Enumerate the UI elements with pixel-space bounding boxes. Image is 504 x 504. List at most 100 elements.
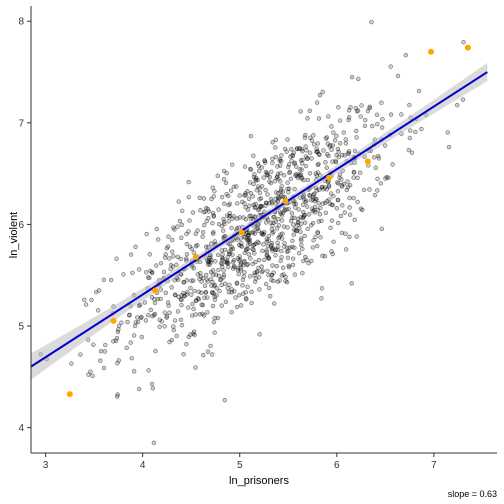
scatter-point (243, 217, 249, 222)
scatter-point (273, 219, 278, 224)
scatter-point (226, 264, 231, 270)
scatter-point (317, 152, 322, 157)
scatter-point (201, 196, 207, 201)
scatter-point (268, 220, 273, 225)
scatter-point (193, 244, 199, 249)
scatter-point (179, 235, 184, 241)
scatter-point (256, 240, 261, 246)
scatter-point (445, 130, 450, 135)
scatter-point (225, 255, 230, 260)
scatter-point (352, 148, 358, 154)
scatter-point (347, 234, 352, 240)
scatter-point (263, 187, 268, 193)
x-tick-label: 5 (237, 460, 243, 471)
scatter-point (195, 272, 201, 277)
scatter-point (210, 303, 216, 309)
scatter-point (375, 188, 380, 193)
scatter-point (111, 339, 116, 344)
scatter-point (310, 245, 316, 250)
scatter-point (230, 252, 235, 257)
scatter-point (249, 289, 254, 295)
scatter-point (265, 268, 270, 274)
scatter-point (406, 147, 412, 153)
scatter-point (161, 269, 167, 275)
scatter-point (240, 291, 246, 296)
scatter-point (375, 176, 380, 182)
scatter-point (217, 288, 222, 294)
scatter-point (280, 189, 286, 194)
scatter-point (248, 256, 253, 261)
scatter-point (352, 217, 357, 223)
scatter-point (343, 247, 349, 252)
scatter-point (190, 301, 195, 307)
scatter-point (365, 108, 371, 114)
scatter-point (162, 310, 167, 315)
scatter-point (204, 218, 209, 224)
scatter-point (413, 129, 418, 135)
scatter-point (408, 128, 413, 133)
scatter-point (388, 112, 394, 117)
binned-mean-point (152, 287, 159, 294)
scatter-point (338, 118, 343, 123)
scatter-point (237, 257, 243, 262)
scatter-point (325, 152, 330, 157)
scatter-point (327, 197, 332, 202)
scatter-point (162, 324, 167, 329)
scatter-point (203, 205, 209, 211)
scatter-point (212, 188, 217, 194)
scatter-point (292, 272, 298, 277)
scatter-point (224, 192, 229, 197)
scatter-point (115, 394, 120, 399)
scatter-point (329, 202, 335, 207)
scatter-point (319, 185, 325, 190)
scatter-point (88, 369, 93, 374)
scatter-point (203, 290, 208, 295)
scatter-point (315, 230, 320, 235)
scatter-point (270, 156, 275, 162)
scatter-point (283, 274, 288, 280)
x-tick-label: 3 (43, 460, 49, 471)
scatter-point (252, 251, 257, 256)
scatter-point (178, 317, 184, 323)
scatter-point (278, 258, 283, 264)
scatter-point (343, 137, 348, 142)
fit-line-layer (30, 71, 488, 368)
scatter-point (269, 169, 274, 175)
scatter-point (246, 232, 251, 238)
scatter-point (267, 179, 272, 184)
scatter-point (317, 92, 323, 98)
scatter-point (272, 179, 278, 184)
scatter-point (86, 372, 91, 377)
scatter-point (212, 330, 217, 335)
scatter-point (201, 209, 207, 215)
regression-line (30, 71, 488, 368)
scatter-point (148, 307, 154, 313)
scatter-point (321, 148, 326, 153)
scatter-point (95, 308, 101, 313)
scatter-point (274, 263, 279, 269)
scatter-point (264, 250, 269, 255)
scatter-point (145, 275, 151, 280)
scatter-point (227, 251, 232, 257)
scatter-point (272, 301, 277, 306)
scatter-point (289, 211, 295, 216)
scatter-point (345, 151, 350, 156)
scatter-point (303, 132, 308, 138)
scatter-point (129, 355, 134, 361)
scatter-point (416, 88, 422, 94)
scatter-point (193, 312, 198, 317)
scatter-point (144, 231, 149, 237)
binned-mean-point (282, 198, 289, 205)
scatter-point (304, 204, 310, 209)
scatter-point (367, 187, 372, 192)
scatter-point (230, 216, 235, 221)
scatter-point (98, 348, 104, 354)
scatter-point (302, 233, 307, 239)
scatter-point (354, 234, 359, 239)
scatter-point (374, 112, 380, 117)
scatter-point (256, 257, 262, 263)
scatter-point (209, 257, 214, 263)
scatter-point (115, 360, 120, 366)
binned-mean-point (66, 391, 73, 398)
scatter-point (151, 440, 157, 446)
